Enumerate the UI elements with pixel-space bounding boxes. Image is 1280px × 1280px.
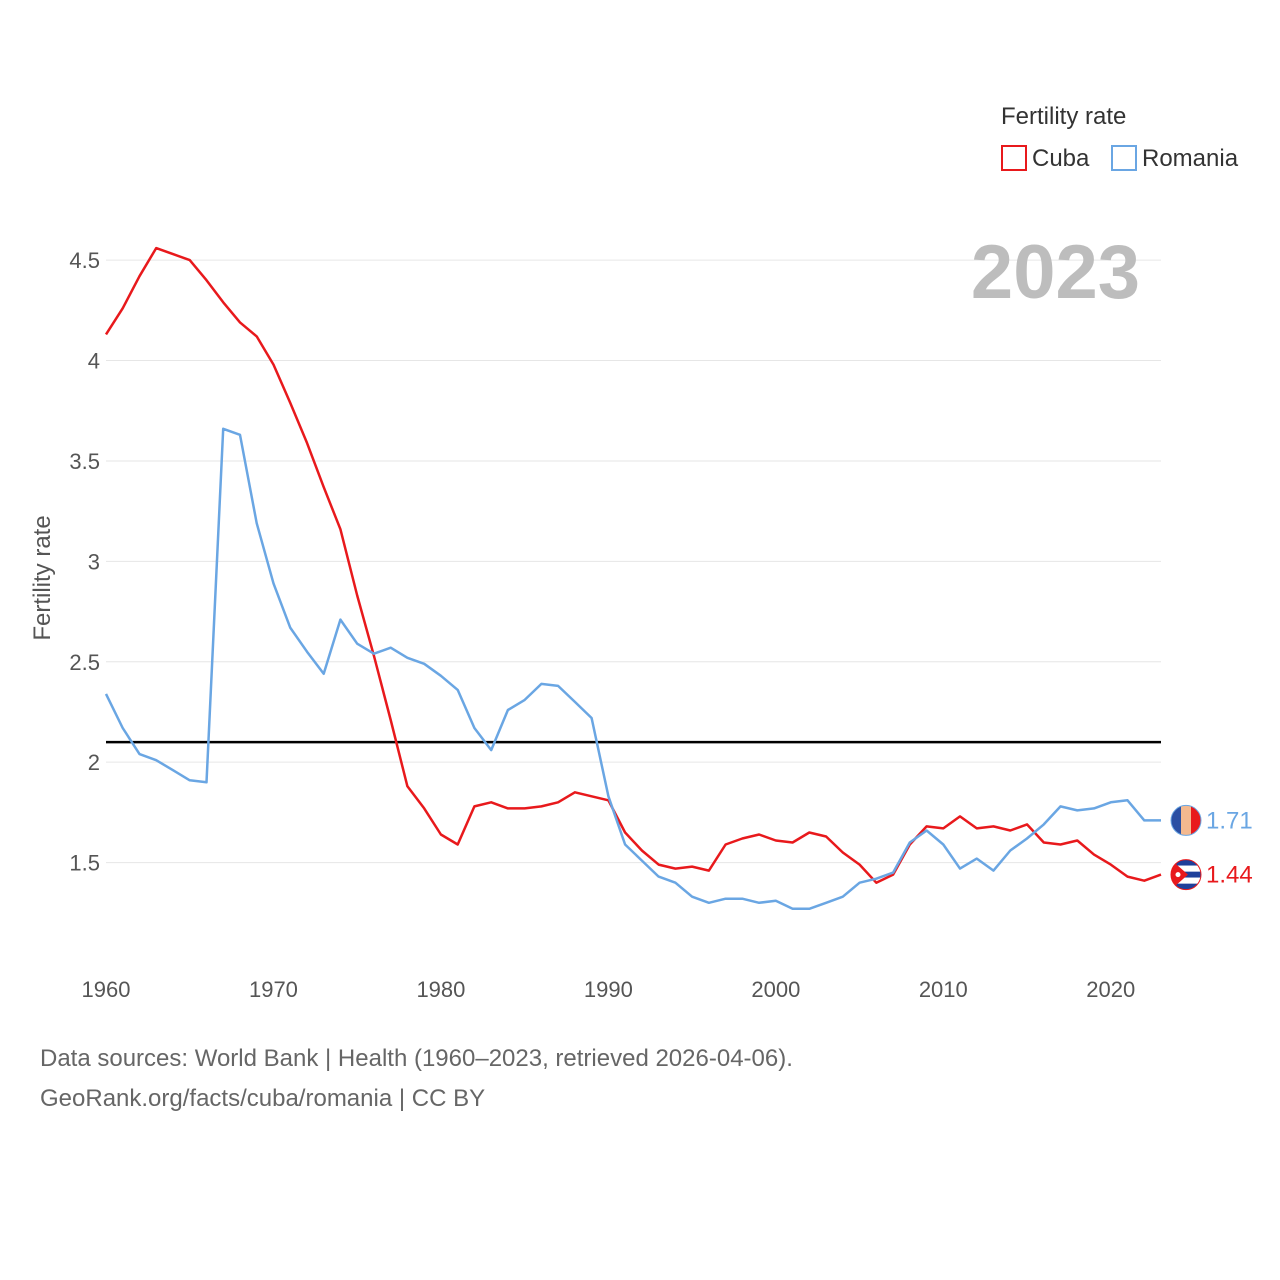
- legend-label-cuba[interactable]: Cuba: [1032, 145, 1090, 172]
- attribution-line: GeoRank.org/facts/cuba/romania | CC BY: [40, 1085, 486, 1112]
- y-tick-label: 4.5: [69, 248, 100, 273]
- legend-swatch-romania[interactable]: [1111, 145, 1137, 171]
- x-tick-label: 1970: [249, 977, 298, 1002]
- x-tick-label: 1980: [416, 977, 465, 1002]
- y-tick-label: 2: [88, 750, 100, 775]
- series-line-romania[interactable]: [104, 427, 1161, 911]
- end-value-label-romania: 1.71: [1206, 807, 1253, 834]
- y-axis-label: Fertility rate: [29, 515, 56, 640]
- source-line: Data sources: World Bank | Health (1960–…: [40, 1045, 793, 1072]
- flag-ring: [1170, 859, 1202, 891]
- y-tick-label: 3.5: [69, 449, 100, 474]
- x-axis-ticks: 1960 1970 1980 1990 2000 2010 2020: [82, 977, 1136, 1002]
- legend-label-romania[interactable]: Romania: [1142, 145, 1239, 172]
- x-tick-label: 2000: [751, 977, 800, 1002]
- x-tick-label: 2010: [919, 977, 968, 1002]
- grid-lines: [106, 259, 1161, 864]
- x-tick-label: 2020: [1086, 977, 1135, 1002]
- series-line-cuba[interactable]: [104, 246, 1162, 884]
- end-value-label-cuba: 1.44: [1206, 862, 1253, 889]
- legend: Fertility rate Cuba Romania: [1001, 103, 1239, 172]
- end-markers: 1.44 1.71: [1170, 804, 1253, 891]
- y-tick-label: 1.5: [69, 851, 100, 876]
- y-tick-label: 3: [88, 549, 100, 574]
- y-tick-label: 2.5: [69, 650, 100, 675]
- cuba-flag-icon: [1171, 859, 1201, 890]
- year-watermark: 2023: [971, 230, 1140, 315]
- romania-flag-icon: [1171, 805, 1201, 836]
- x-tick-label: 1960: [82, 977, 131, 1002]
- y-axis-ticks: 1.5 2 2.5 3 3.5 4 4.5: [69, 248, 100, 875]
- flag-ring: [1170, 804, 1202, 836]
- legend-title: Fertility rate: [1001, 103, 1126, 130]
- y-tick-label: 4: [88, 349, 100, 374]
- x-tick-label: 1990: [584, 977, 633, 1002]
- series-lines: [104, 246, 1162, 911]
- legend-swatch-cuba[interactable]: [1001, 145, 1027, 171]
